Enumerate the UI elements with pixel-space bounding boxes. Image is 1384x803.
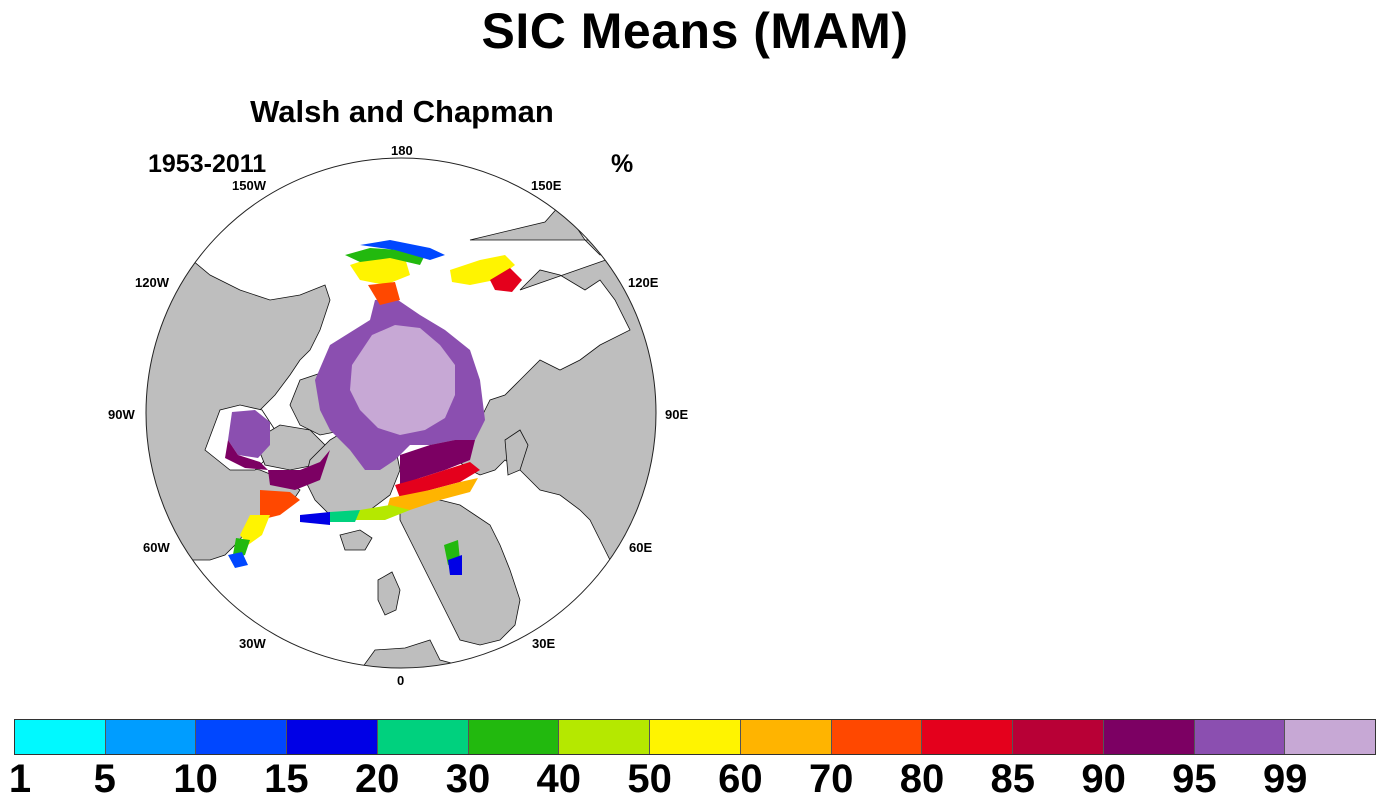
ice-central-arctic-99 bbox=[350, 325, 455, 435]
colorbar-tick-label: 70 bbox=[808, 757, 854, 801]
colorbar-cell bbox=[1103, 720, 1195, 754]
figure-title: SIC Means (MAM) bbox=[481, 3, 909, 59]
colorbar-cell bbox=[15, 720, 106, 754]
units-label: % bbox=[611, 150, 634, 178]
lon-label-60w: 60W bbox=[143, 540, 170, 555]
period-label: 1953-2011 bbox=[148, 150, 267, 178]
ice-bering-10 bbox=[360, 240, 445, 260]
colorbar-tick-label: 20 bbox=[354, 757, 400, 801]
lon-label-60e: 60E bbox=[629, 540, 653, 555]
colorbar-tick-label: 15 bbox=[264, 757, 309, 801]
ice-labrador-70 bbox=[260, 490, 300, 520]
colorbar-cell bbox=[1285, 720, 1376, 754]
ice-bering-70 bbox=[368, 282, 400, 305]
land-iceland bbox=[339, 529, 373, 551]
ice-barents-15 bbox=[300, 512, 330, 525]
ice-labrador-10 bbox=[228, 552, 248, 568]
lon-label-0: 0 bbox=[397, 673, 405, 688]
lon-label-150w: 150W bbox=[232, 178, 266, 193]
lon-label-30w: 30W bbox=[239, 636, 266, 651]
colorbar-tick-label: 30 bbox=[445, 757, 491, 801]
map-border bbox=[145, 157, 657, 669]
colorbar-tick-label: 1 bbox=[8, 757, 32, 801]
colorbar-tick-label: 90 bbox=[1081, 757, 1126, 801]
colorbar-cell bbox=[468, 720, 560, 754]
colorbar-tick-label: 85 bbox=[990, 757, 1036, 801]
colorbar-cell bbox=[922, 720, 1014, 754]
ice-barents-80 bbox=[395, 462, 480, 498]
colorbar-cell bbox=[287, 720, 378, 754]
ice-barents-90 bbox=[400, 440, 475, 485]
ice-hudson-bay bbox=[228, 410, 270, 458]
ice-barents-20 bbox=[330, 510, 360, 522]
colorbar-tick-label: 50 bbox=[627, 757, 672, 801]
colorbar-cell bbox=[740, 720, 832, 754]
ice-hudson-bay-edge bbox=[225, 440, 268, 470]
lon-label-150e: 150E bbox=[531, 178, 562, 193]
colorbar-cell bbox=[1013, 720, 1104, 754]
colorbar-tick-label: 99 bbox=[1262, 757, 1308, 801]
lon-label-30e: 30E bbox=[532, 636, 556, 651]
colorbar-cell bbox=[559, 720, 651, 754]
ice-okhotsk-50 bbox=[450, 255, 515, 285]
colorbar-tick-label: 40 bbox=[536, 757, 582, 801]
ice-okhotsk-80 bbox=[490, 268, 522, 292]
colorbar-cell bbox=[1194, 720, 1286, 754]
lon-label-120e: 120E bbox=[628, 275, 659, 290]
colorbar-tick-label: 60 bbox=[718, 757, 763, 801]
lon-label-90w: 90W bbox=[108, 407, 135, 422]
colorbar-tick-label: 95 bbox=[1172, 757, 1217, 801]
colorbar-cell bbox=[105, 720, 197, 754]
ice-baltic-15 bbox=[448, 555, 462, 575]
colorbar-cell bbox=[831, 720, 923, 754]
colorbar-tick-label: 80 bbox=[899, 757, 945, 801]
lon-label-90e: 90E bbox=[665, 407, 689, 422]
colorbar-tick-label: 5 bbox=[93, 757, 116, 801]
ice-bering-50 bbox=[350, 255, 410, 285]
ice-labrador-90 bbox=[268, 450, 330, 490]
colorbar-cell bbox=[377, 720, 469, 754]
colorbar-tick-label: 10 bbox=[173, 757, 218, 801]
lon-label-120w: 120W bbox=[135, 275, 169, 290]
ice-barents-60 bbox=[385, 478, 478, 515]
land-british-isles bbox=[377, 571, 401, 616]
colorbar-cell bbox=[196, 720, 288, 754]
colorbar-cell bbox=[650, 720, 741, 754]
colorbar bbox=[14, 719, 1376, 755]
ice-barents-40 bbox=[355, 505, 410, 520]
ice-labrador-50 bbox=[240, 515, 270, 545]
lon-label-180: 180 bbox=[391, 143, 413, 158]
land-novaya-zemlya bbox=[504, 429, 529, 476]
polar-map bbox=[145, 157, 657, 669]
panel-subtitle: Walsh and Chapman bbox=[250, 94, 554, 129]
